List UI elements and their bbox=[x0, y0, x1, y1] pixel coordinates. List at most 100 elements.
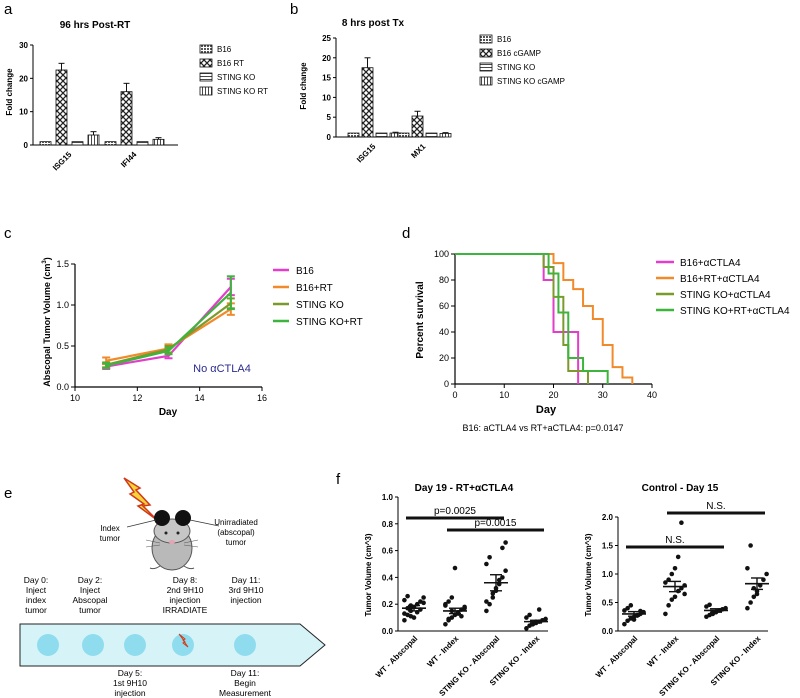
timeline-event-bottom-label: 1st 9H10 bbox=[113, 678, 147, 688]
b-bar bbox=[361, 67, 374, 138]
d-legend-label: B16+RT+αCTLA4 bbox=[680, 274, 760, 285]
f2-data-point bbox=[666, 603, 671, 608]
f2-data-point bbox=[631, 617, 637, 622]
a-x-tick-label: IFI44 bbox=[119, 150, 139, 170]
f1-data-point bbox=[524, 615, 529, 620]
a-bar bbox=[136, 141, 149, 146]
a-legend-label: STING KO RT bbox=[217, 87, 268, 96]
panel-a-ylabel: Fold change bbox=[5, 68, 14, 116]
d-x-tick-label: 30 bbox=[598, 390, 608, 400]
f1-data-point bbox=[503, 568, 508, 573]
timeline-dot bbox=[234, 634, 256, 656]
irradiate-icon bbox=[178, 633, 189, 648]
timeline-dot bbox=[124, 634, 146, 656]
panel-e-schematic: Index tumor Unirradiated (abscopal) tumo… bbox=[19, 477, 326, 698]
panel-a-title: 96 hrs Post-RT bbox=[60, 20, 131, 31]
f1-data-point bbox=[524, 626, 529, 631]
timeline-event-top-label: Abscopal bbox=[73, 595, 108, 605]
panel-letter-c: c bbox=[4, 225, 12, 242]
f2-data-point bbox=[745, 566, 750, 571]
f2-x-tick-label: WT - Abscopal bbox=[594, 634, 639, 679]
a-legend-label: B16 RT bbox=[217, 59, 244, 68]
timeline-event-top-label: 2nd 9H10 bbox=[167, 585, 204, 595]
f1-data-point bbox=[446, 599, 451, 604]
f2-data-point bbox=[672, 566, 678, 571]
a-y-tick-label: 10 bbox=[19, 108, 28, 117]
a-bar bbox=[104, 141, 117, 146]
timeline-event-top-label: 3rd 9H10 bbox=[229, 585, 264, 595]
d-y-tick-label: 80 bbox=[439, 275, 449, 285]
timeline-event-top-label: Day 8: bbox=[173, 575, 198, 585]
f2-data-point bbox=[663, 580, 668, 585]
b-legend-swatch bbox=[479, 62, 493, 72]
f1-data-point bbox=[421, 595, 426, 600]
timeline-event-top-label: Day 0: bbox=[24, 575, 49, 585]
panel-letter-d: d bbox=[402, 225, 410, 242]
d-series-line bbox=[455, 253, 609, 384]
b-legend-swatch bbox=[479, 76, 493, 86]
panel-f1-ylabel: Tumor Volume (cm^3) bbox=[364, 533, 373, 616]
b-y-tick-label: 20 bbox=[322, 54, 331, 63]
abscopal-tumor-label: Unirradiated bbox=[214, 518, 258, 527]
panel-letter-b: b bbox=[290, 1, 298, 18]
abscopal-tumor-pointer bbox=[189, 519, 220, 527]
b-bar bbox=[425, 132, 438, 138]
c-x-tick-label: 14 bbox=[195, 393, 205, 403]
panel-c-xlabel: Day bbox=[159, 407, 178, 418]
f1-data-point bbox=[503, 540, 508, 545]
f1-data-point bbox=[449, 595, 455, 600]
f1-data-point bbox=[402, 597, 407, 603]
timeline-event-bottom-label: Begin bbox=[234, 678, 256, 688]
f1-x-tick-label: WT - Abscopal bbox=[374, 634, 419, 679]
d-y-tick-label: 0 bbox=[444, 379, 449, 389]
f1-data-point bbox=[487, 555, 492, 560]
a-bar bbox=[39, 141, 52, 146]
f2-y-tick-label: 1.0 bbox=[602, 570, 614, 579]
a-bar bbox=[71, 141, 84, 146]
panel-c-annotation: No αCTLA4 bbox=[193, 363, 251, 375]
index-tumor-pointer bbox=[126, 519, 157, 528]
panel-letter-e: e bbox=[4, 485, 12, 502]
d-legend-label: STING KO+αCTLA4 bbox=[680, 290, 771, 301]
d-y-tick-label: 20 bbox=[439, 353, 449, 363]
f2-data-point bbox=[723, 605, 728, 611]
timeline-event-top-label: IRRADIATE bbox=[163, 605, 208, 615]
panel-f2-ylabel: Tumor Volume (cm^3) bbox=[584, 533, 593, 616]
f1-data-point bbox=[452, 565, 458, 571]
timeline-event-top-label: injection bbox=[169, 595, 200, 605]
f1-data-point bbox=[484, 608, 489, 614]
b-y-tick-label: 25 bbox=[322, 34, 331, 43]
a-legend-swatch bbox=[199, 72, 213, 82]
panel-d-footnote: B16: aCTLA4 vs RT+aCTLA4: p=0.0147 bbox=[463, 423, 624, 433]
c-y-tick-label: 0.5 bbox=[56, 341, 69, 351]
timeline-dot bbox=[82, 634, 104, 656]
c-legend-label: B16 bbox=[296, 266, 314, 277]
b-y-tick-label: 10 bbox=[322, 93, 331, 102]
panel-b-title: 8 hrs post Tx bbox=[342, 18, 405, 29]
panel-c-ylabel: Abscopal Tumor Volume (cm3) bbox=[42, 257, 52, 387]
c-y-tick-label: 1.0 bbox=[56, 300, 69, 310]
f2-data-point bbox=[663, 611, 668, 617]
f2-data-point bbox=[754, 591, 760, 597]
timeline-event-top-label: Day 11: bbox=[232, 575, 261, 585]
f2-data-point bbox=[748, 600, 753, 605]
a-y-tick-label: 20 bbox=[19, 74, 28, 83]
a-bar bbox=[152, 138, 165, 146]
panel-a-bar-chart: 96 hrs Post-RT Fold change 0 10 20 30 ISG15 I… bbox=[5, 20, 268, 172]
d-x-tick-label: 20 bbox=[548, 390, 558, 400]
a-legend-label: B16 bbox=[217, 45, 232, 54]
d-series-line bbox=[455, 253, 589, 384]
timeline-event-top-label: injection bbox=[230, 595, 261, 605]
f2-data-point bbox=[682, 591, 687, 597]
panel-letter-a: a bbox=[4, 1, 13, 18]
b-y-tick-label: 0 bbox=[327, 133, 332, 142]
panel-f1-title: Day 19 - RT+αCTLA4 bbox=[415, 483, 514, 494]
b-legend-label: STING KO bbox=[497, 63, 535, 72]
index-tumor-label-2: tumor bbox=[100, 534, 121, 543]
b-bar bbox=[347, 132, 360, 138]
f1-significance-label: p=0.0025 bbox=[434, 506, 476, 517]
f1-data-point bbox=[443, 603, 448, 608]
f2-data-point bbox=[751, 594, 757, 600]
a-legend-label: STING KO bbox=[217, 73, 255, 82]
f2-data-point bbox=[628, 603, 634, 608]
